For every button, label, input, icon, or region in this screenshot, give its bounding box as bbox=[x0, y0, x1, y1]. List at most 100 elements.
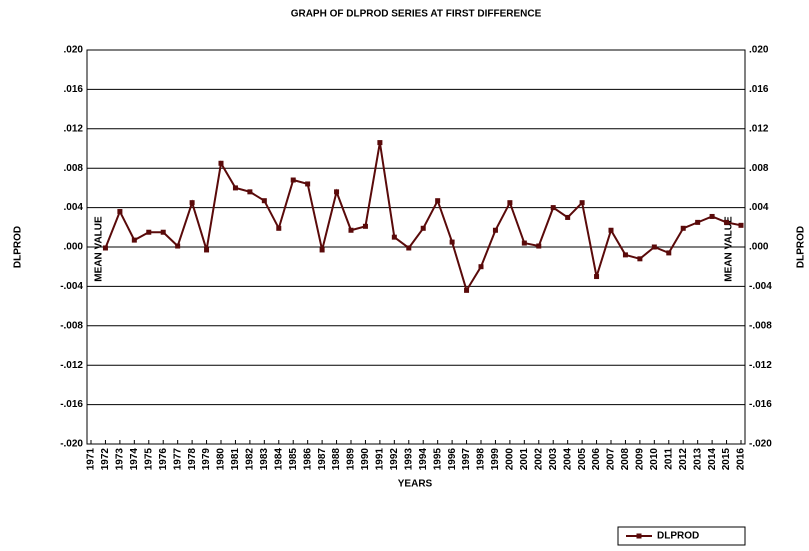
data-point bbox=[160, 229, 166, 235]
data-point bbox=[406, 245, 412, 251]
data-point bbox=[362, 223, 368, 229]
data-point bbox=[464, 287, 470, 293]
data-point bbox=[680, 225, 686, 231]
y2-tick-label: -.004 bbox=[749, 281, 772, 292]
data-point bbox=[622, 252, 628, 258]
data-point bbox=[738, 222, 744, 228]
data-point bbox=[276, 225, 282, 231]
data-point bbox=[550, 205, 556, 211]
y-tick-label: .004 bbox=[64, 202, 84, 213]
data-point bbox=[305, 181, 311, 187]
x-tick-label: 2001 bbox=[519, 448, 530, 471]
x-tick-label: 2002 bbox=[533, 448, 544, 471]
data-point bbox=[204, 247, 210, 253]
x-tick-label: 1978 bbox=[187, 448, 198, 471]
data-point bbox=[435, 198, 441, 204]
y-tick-label: .000 bbox=[64, 242, 84, 253]
y-tick-label: -.012 bbox=[60, 360, 83, 371]
x-tick-label: 2007 bbox=[606, 448, 617, 471]
data-point bbox=[261, 198, 267, 204]
x-tick-label: 1996 bbox=[447, 448, 458, 471]
data-point bbox=[146, 229, 152, 235]
x-tick-label: 1985 bbox=[288, 448, 299, 471]
data-point bbox=[319, 247, 325, 253]
x-tick-label: 1987 bbox=[317, 448, 328, 471]
y-tick-label: -.016 bbox=[60, 399, 83, 410]
x-tick-label: 1993 bbox=[403, 448, 414, 471]
data-point bbox=[709, 213, 715, 219]
series-line bbox=[104, 142, 742, 293]
y-tick-label: .012 bbox=[64, 123, 84, 134]
x-tick-label: 2015 bbox=[721, 448, 732, 471]
data-point bbox=[492, 227, 498, 233]
x-tick-label: 2006 bbox=[591, 448, 602, 471]
x-tick-label: 2000 bbox=[505, 448, 516, 471]
chart-title: GRAPH OF DLPROD SERIES AT FIRST DIFFEREN… bbox=[291, 9, 542, 20]
x-tick-label: 1997 bbox=[461, 448, 472, 471]
x-tick-label: 1995 bbox=[432, 448, 443, 471]
y-tick-label: -.020 bbox=[60, 439, 83, 450]
x-tick-label: 1988 bbox=[331, 448, 342, 471]
x-tick-label: 1975 bbox=[143, 448, 154, 471]
x-tick-label: 1984 bbox=[273, 448, 284, 471]
y2-tick-label: .000 bbox=[749, 242, 769, 253]
x-tick-label: 1998 bbox=[476, 448, 487, 471]
data-point bbox=[391, 234, 397, 240]
data-point bbox=[565, 214, 571, 220]
data-point bbox=[651, 244, 657, 250]
x-tick-label: 2010 bbox=[649, 448, 660, 471]
x-tick-label: 1974 bbox=[129, 448, 140, 471]
x-tick-label: 2012 bbox=[678, 448, 689, 471]
data-point bbox=[536, 243, 542, 249]
y-tick-label: -.008 bbox=[60, 320, 83, 331]
x-tick-label: 1981 bbox=[230, 448, 241, 471]
data-point bbox=[189, 200, 195, 206]
x-tick-label: 1982 bbox=[245, 448, 256, 471]
annotation: MEAN VALUE bbox=[724, 216, 735, 282]
y2-tick-label: -.008 bbox=[749, 320, 772, 331]
x-tick-label: 1999 bbox=[490, 448, 501, 471]
x-tick-label: 2008 bbox=[620, 448, 631, 471]
data-point bbox=[478, 264, 484, 270]
x-tick-label: 1980 bbox=[216, 448, 227, 471]
x-tick-label: 1994 bbox=[418, 448, 429, 471]
x-tick-label: 1990 bbox=[360, 448, 371, 471]
x-tick-label: 1979 bbox=[201, 448, 212, 471]
data-point bbox=[175, 243, 181, 249]
data-point bbox=[507, 200, 513, 206]
data-point bbox=[637, 256, 643, 262]
x-tick-label: 1971 bbox=[86, 448, 97, 471]
data-point bbox=[449, 239, 455, 245]
x-tick-label: 2004 bbox=[562, 448, 573, 471]
x-tick-label: 1973 bbox=[115, 448, 126, 471]
y-tick-label: .008 bbox=[64, 163, 84, 174]
data-point bbox=[724, 219, 730, 225]
legend-marker bbox=[636, 533, 642, 539]
y2-tick-label: .016 bbox=[749, 84, 769, 95]
data-point bbox=[608, 227, 614, 233]
y2-tick-label: -.016 bbox=[749, 399, 772, 410]
y2-tick-label: -.020 bbox=[749, 439, 772, 450]
data-point bbox=[579, 200, 585, 206]
data-point bbox=[131, 237, 137, 243]
x-tick-label: 1983 bbox=[259, 448, 270, 471]
data-point bbox=[218, 160, 224, 166]
y-axis-label: DLPROD bbox=[13, 226, 24, 268]
legend-box bbox=[617, 526, 746, 546]
x-tick-label: 1992 bbox=[389, 448, 400, 471]
x-tick-label: 2013 bbox=[692, 448, 703, 471]
data-point bbox=[348, 227, 354, 233]
y2-tick-label: .004 bbox=[749, 202, 769, 213]
y2-tick-label: .020 bbox=[749, 45, 769, 56]
data-point bbox=[247, 189, 253, 195]
x-tick-label: 1976 bbox=[158, 448, 169, 471]
data-point bbox=[420, 225, 426, 231]
x-tick-label: 1972 bbox=[100, 448, 111, 471]
data-point bbox=[232, 185, 238, 191]
data-point bbox=[334, 189, 340, 195]
x-tick-label: 2011 bbox=[663, 448, 674, 470]
data-point bbox=[695, 219, 701, 225]
x-tick-label: 2016 bbox=[736, 448, 747, 471]
data-point bbox=[102, 245, 108, 251]
